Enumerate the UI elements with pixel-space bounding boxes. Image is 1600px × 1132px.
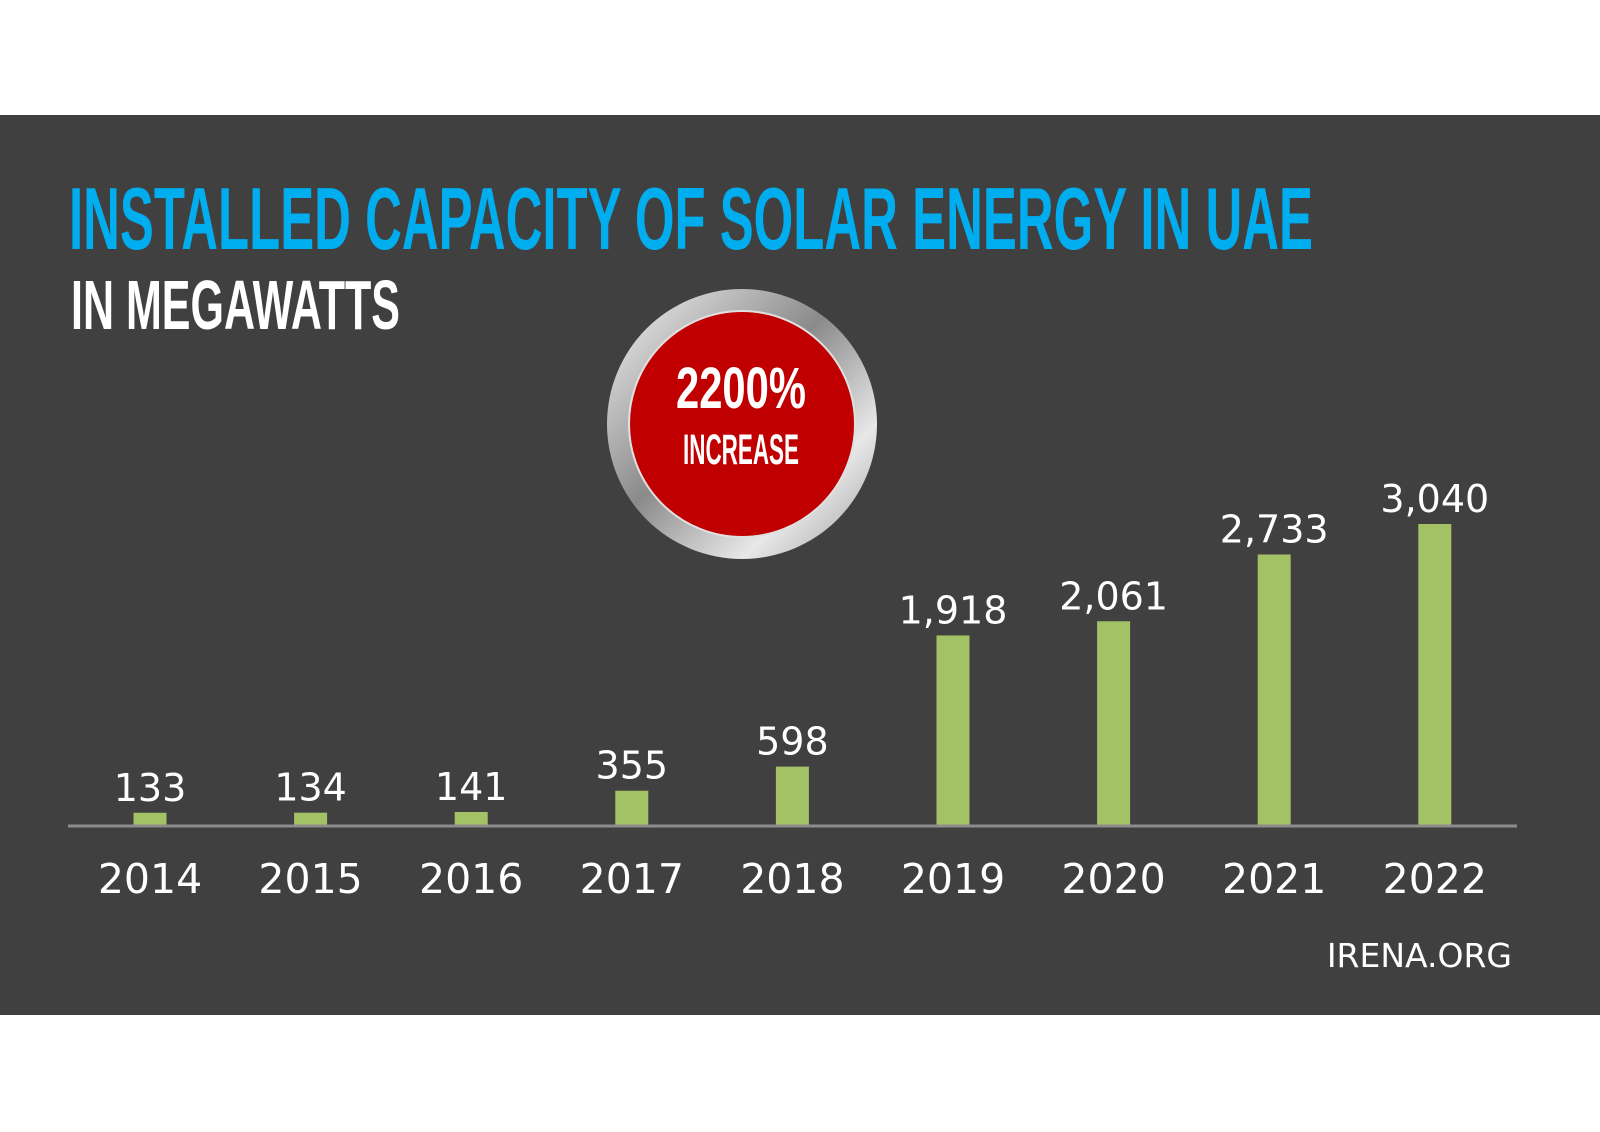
value-label-2018: 598 xyxy=(756,720,829,764)
bar-2022 xyxy=(1418,524,1452,826)
bar-2019 xyxy=(936,635,970,826)
x-tick-2018: 2018 xyxy=(740,855,844,903)
x-tick-2020: 2020 xyxy=(1061,855,1165,903)
x-tick-2016: 2016 xyxy=(419,855,523,903)
value-label-2020: 2,061 xyxy=(1059,574,1168,618)
bar-2021 xyxy=(1257,554,1291,826)
bar-2015 xyxy=(294,812,328,826)
chart-subtitle: IN MEGAWATTS xyxy=(71,266,400,344)
callout-disc xyxy=(628,310,856,538)
x-tick-2015: 2015 xyxy=(258,855,362,903)
bars: 133 134 141 355 598 1,918 2,061 2,733 3,040 xyxy=(114,477,1489,826)
chart-background xyxy=(0,115,1600,1015)
x-tick-2021: 2021 xyxy=(1222,855,1326,903)
source-label: IRENA.ORG xyxy=(1327,936,1512,975)
value-label-2022: 3,040 xyxy=(1380,477,1489,521)
x-tick-2017: 2017 xyxy=(580,855,684,903)
value-label-2019: 1,918 xyxy=(899,588,1008,632)
value-label-2016: 141 xyxy=(435,765,508,809)
bar-2014 xyxy=(133,812,167,826)
value-label-2021: 2,733 xyxy=(1220,507,1329,551)
bar-2017 xyxy=(615,790,649,826)
increase-callout: 2200% INCREASE xyxy=(607,289,877,559)
bar-2020 xyxy=(1097,621,1131,826)
callout-value: 2200% xyxy=(676,356,806,421)
x-tick-2019: 2019 xyxy=(901,855,1005,903)
x-tick-2014: 2014 xyxy=(98,855,202,903)
x-tick-2022: 2022 xyxy=(1383,855,1487,903)
x-tick-labels: 2014 2015 2016 2017 2018 2019 2020 2021 2022 xyxy=(98,855,1487,903)
chart-title: INSTALLED CAPACITY OF SOLAR ENERGY IN UA… xyxy=(69,169,1313,268)
value-label-2017: 355 xyxy=(596,744,669,788)
bar-2018 xyxy=(775,766,809,826)
bar-2016 xyxy=(454,811,488,826)
value-label-2015: 134 xyxy=(274,766,347,810)
callout-label: INCREASE xyxy=(683,426,799,474)
value-label-2014: 133 xyxy=(114,766,187,810)
